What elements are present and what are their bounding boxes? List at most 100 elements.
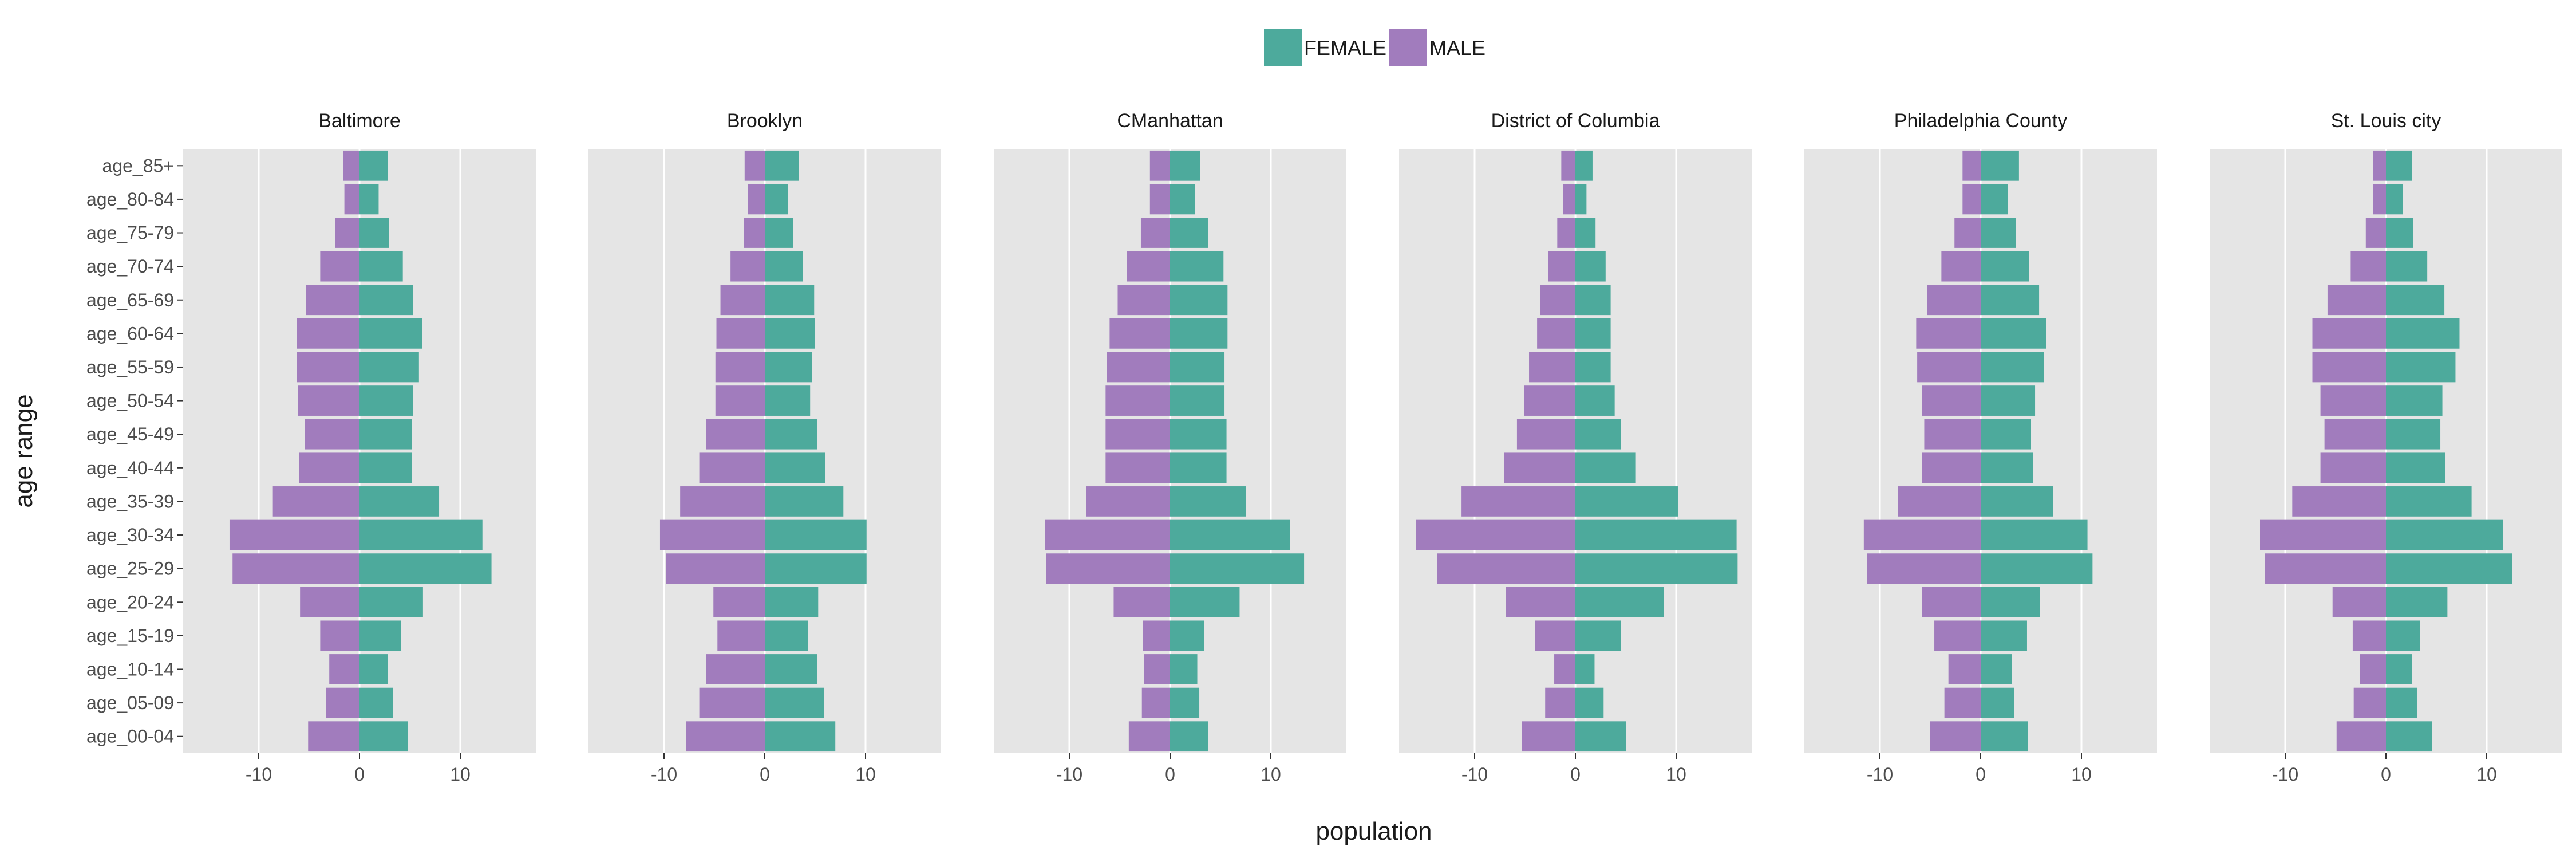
bar-male-age-30-34 — [1045, 519, 1170, 550]
bar-female-age-05-09 — [2386, 687, 2417, 718]
bar-female-age-05-09 — [1170, 687, 1200, 718]
bar-male-age-60-64 — [1916, 318, 1981, 349]
bar-male-age-80-84 — [1563, 184, 1575, 215]
x-tick-label: 10 — [2476, 764, 2497, 785]
bar-male-age-05-09 — [1545, 687, 1575, 718]
bar-male-age-40-44 — [699, 452, 765, 483]
bar-male-age-50-54 — [1105, 385, 1170, 416]
bar-female-age-30-34 — [2386, 519, 2503, 550]
bar-male-age-45-49 — [1516, 419, 1575, 450]
bar-male-age-30-34 — [229, 519, 359, 550]
bar-female-age-10-14 — [1981, 654, 2012, 684]
bar-female-age-80-84 — [2386, 184, 2403, 215]
bar-female-age-10-14 — [1170, 654, 1198, 684]
bar-female-age-65-69 — [2386, 285, 2445, 316]
bar-male-age-80-84 — [2373, 184, 2386, 215]
bar-male-age-25-29 — [666, 553, 765, 584]
bar-female-age-30-34 — [1575, 519, 1737, 550]
bar-male-age-45-49 — [706, 419, 765, 450]
bar-male-age-85 — [1561, 150, 1575, 181]
bar-female-age-85 — [2386, 150, 2412, 181]
bar-female-age-15-19 — [1575, 620, 1621, 651]
bar-male-age-45-49 — [1105, 419, 1170, 450]
bar-female-age-30-34 — [1981, 519, 2088, 550]
bar-female-age-40-44 — [765, 452, 825, 483]
bar-male-age-20-24 — [2332, 587, 2386, 617]
bar-female-age-15-19 — [765, 620, 808, 651]
bar-male-age-50-54 — [1922, 385, 1981, 416]
bar-male-age-15-19 — [320, 620, 359, 651]
bar-male-age-85 — [744, 150, 765, 181]
legend-item-male: MALE — [1389, 29, 1485, 66]
bar-male-age-20-24 — [1506, 587, 1575, 617]
bar-male-age-60-64 — [1109, 318, 1170, 349]
bar-female-age-25-29 — [1170, 553, 1305, 584]
bar-female-age-45-49 — [1981, 419, 2031, 450]
bar-female-age-60-64 — [359, 318, 422, 349]
x-tick-label: 0 — [2381, 764, 2391, 785]
bar-female-age-00-04 — [1981, 721, 2028, 752]
bar-female-age-40-44 — [2386, 452, 2445, 483]
bar-male-age-25-29 — [2265, 553, 2386, 584]
facet-district-of-columbia: District of Columbia -10 0 10 — [1399, 110, 1752, 785]
bar-female-age-40-44 — [1170, 452, 1227, 483]
bar-female-age-30-34 — [359, 519, 483, 550]
bar-female-age-40-44 — [1575, 452, 1636, 483]
bar-female-age-60-64 — [765, 318, 815, 349]
x-tick-label: 10 — [450, 764, 471, 785]
bar-female-age-50-54 — [765, 385, 811, 416]
x-tick-label: 0 — [1570, 764, 1581, 785]
y-tick-label: age_75-79 — [86, 223, 174, 243]
bar-female-age-45-49 — [765, 419, 817, 450]
bar-female-age-50-54 — [1170, 385, 1225, 416]
bar-male-age-05-09 — [2353, 687, 2386, 718]
bar-male-age-30-34 — [1416, 519, 1575, 550]
bar-male-age-10-14 — [1948, 654, 1981, 684]
bar-female-age-35-39 — [359, 486, 440, 517]
bar-female-age-70-74 — [2386, 251, 2428, 282]
bar-male-age-65-69 — [1927, 285, 1981, 316]
y-tick-label: age_50-54 — [86, 391, 174, 411]
y-axis: age_00-04 age_05-09 age_10-14 age_15-19 age_… — [86, 155, 183, 747]
bar-male-age-80-84 — [748, 184, 765, 215]
bar-male-age-35-39 — [1086, 486, 1170, 517]
x-tick-label: -10 — [1056, 764, 1082, 785]
facet-title: District of Columbia — [1491, 110, 1660, 132]
bar-male-age-35-39 — [1461, 486, 1575, 517]
bar-female-age-80-84 — [359, 184, 379, 215]
bar-female-age-25-29 — [2386, 553, 2512, 584]
bar-male-age-50-54 — [2320, 385, 2386, 416]
bar-male-age-65-69 — [1540, 285, 1575, 316]
bar-male-age-30-34 — [659, 519, 765, 550]
bar-male-age-40-44 — [1504, 452, 1575, 483]
bar-male-age-75-79 — [2365, 218, 2386, 248]
bar-male-age-85 — [2373, 150, 2386, 181]
bar-male-age-85 — [1149, 150, 1170, 181]
bar-male-age-85 — [343, 150, 359, 181]
bar-male-age-65-69 — [2327, 285, 2386, 316]
bar-female-age-70-74 — [1981, 251, 2029, 282]
bar-male-age-35-39 — [272, 486, 359, 517]
x-tick-label: -10 — [246, 764, 272, 785]
bar-male-age-40-44 — [2320, 452, 2386, 483]
bar-female-age-65-69 — [359, 285, 413, 316]
bar-female-age-50-54 — [2386, 385, 2443, 416]
bar-male-age-70-74 — [1548, 251, 1575, 282]
bar-male-age-85 — [1962, 150, 1981, 181]
bar-male-age-75-79 — [1140, 218, 1170, 248]
y-tick-label: age_10-14 — [86, 659, 174, 679]
bar-female-age-05-09 — [1575, 687, 1604, 718]
bar-male-age-15-19 — [717, 620, 765, 651]
bar-female-age-75-79 — [1575, 218, 1596, 248]
bar-male-age-20-24 — [300, 587, 359, 617]
bar-male-age-10-14 — [2360, 654, 2386, 684]
bar-female-age-00-04 — [765, 721, 836, 752]
x-tick-label: -10 — [2272, 764, 2298, 785]
bar-male-age-75-79 — [744, 218, 765, 248]
x-axis-title: population — [1315, 817, 1432, 845]
bar-female-age-75-79 — [765, 218, 793, 248]
bar-male-age-80-84 — [344, 184, 359, 215]
bar-female-age-25-29 — [1981, 553, 2093, 584]
legend-item-female: FEMALE — [1264, 29, 1386, 66]
bar-female-age-65-69 — [765, 285, 815, 316]
